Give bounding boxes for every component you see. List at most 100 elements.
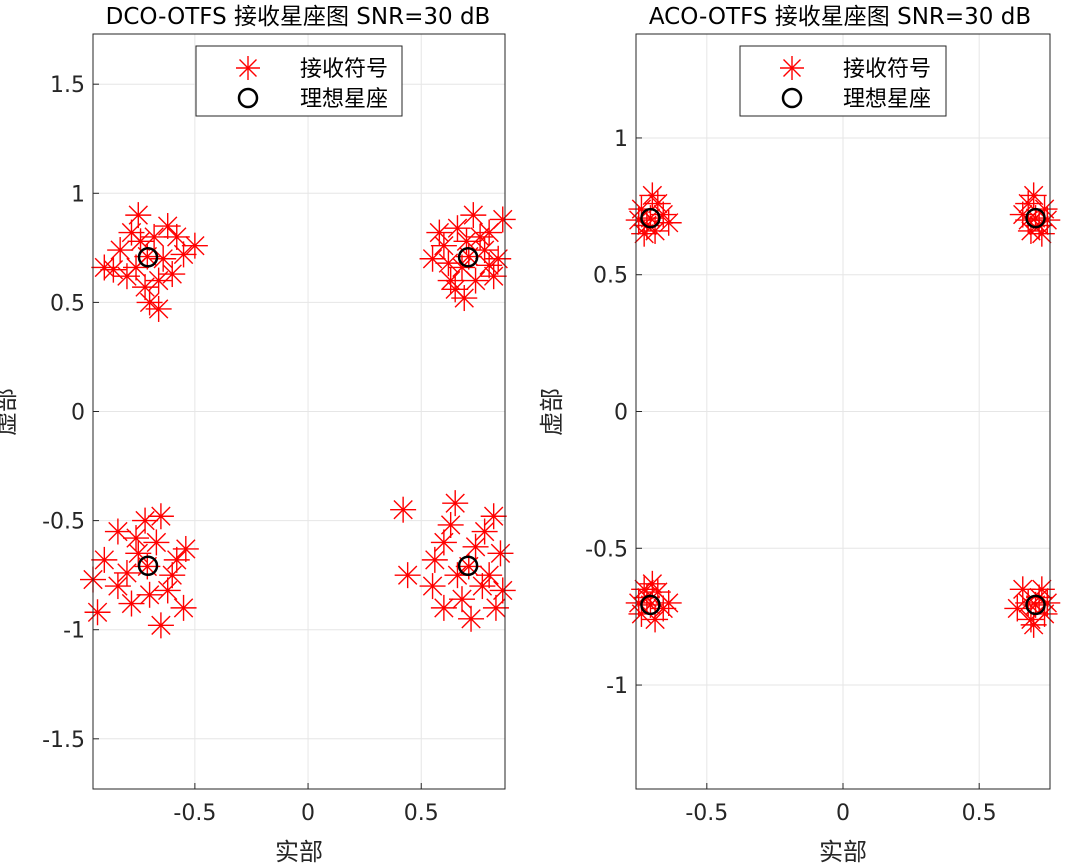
received-symbol-point <box>437 511 464 538</box>
received-symbol-point <box>1020 611 1047 638</box>
received-symbol-point <box>467 223 494 250</box>
y-tick-label: -0.5 <box>42 510 85 535</box>
received-symbol-point <box>625 207 652 234</box>
chart-panel-aco: -0.5 0 0.5 -1 -0.5 0 0.5 1 ACO-OTFS 接收星座图 SNR=… <box>538 4 1061 866</box>
y-axis-label-dco: 虚部 <box>0 388 20 436</box>
received-symbol-point <box>390 496 417 523</box>
received-symbol-point <box>132 274 159 301</box>
ideal-constellation-point <box>640 207 661 229</box>
received-symbol-point <box>421 546 448 573</box>
received-symbol-point <box>476 252 503 279</box>
received-symbol-point <box>462 267 489 294</box>
x-tick-label: 0 <box>836 801 850 826</box>
received-symbol-point <box>469 573 496 600</box>
received-symbol-point <box>147 503 174 530</box>
ideal-constellation-point <box>457 555 479 577</box>
legend-label-ideal-dco: 理想星座 <box>300 87 388 112</box>
y-tick-label: -1.5 <box>42 728 85 753</box>
legend-circle-icon <box>237 87 259 109</box>
x-axis-label-aco: 实部 <box>819 838 867 866</box>
y-tick-label: 0.5 <box>50 291 85 316</box>
received-symbol-point <box>107 237 134 264</box>
ideal-constellation-point <box>137 246 159 268</box>
received-symbol-point <box>442 276 469 303</box>
received-symbol-point <box>442 490 469 517</box>
received-symbol-point <box>426 219 453 246</box>
ideal-constellation-point <box>137 555 159 577</box>
received-symbol-point <box>143 529 170 556</box>
received-symbol-point <box>159 261 186 288</box>
received-symbol-point <box>163 546 190 573</box>
y-tick-label: -0.5 <box>585 537 628 562</box>
received-symbol-point <box>147 612 174 639</box>
received-symbol-point <box>476 562 503 589</box>
y-tick-label: -1 <box>63 619 85 644</box>
received-symbol-point <box>125 540 152 567</box>
received-symbol-point <box>458 605 485 632</box>
x-tick-label: -0.5 <box>685 801 728 826</box>
received-symbol-point <box>170 594 197 621</box>
received-symbol-point <box>453 228 480 255</box>
x-tick-label: 0 <box>301 801 315 826</box>
y-tick-label: 0.5 <box>593 264 628 289</box>
grid-aco <box>636 34 1050 789</box>
received-symbol-point <box>394 562 421 589</box>
legend-asterisk-mark <box>780 56 804 80</box>
received-symbol-point <box>104 518 131 545</box>
chart-panel-dco: -0.5 0 0.5 -1.5 -1 -0.5 0 0.5 1 1.5 DCO-OTFS 接收星… <box>0 4 516 866</box>
x-axis-label-dco: 实部 <box>275 838 323 866</box>
ideal-constellation-point <box>1025 594 1046 616</box>
received-symbol-point <box>639 182 666 209</box>
received-symbol-point <box>154 577 181 604</box>
markers-dco <box>80 202 516 639</box>
received-symbol-point <box>163 223 190 250</box>
received-symbol-point <box>487 540 514 567</box>
received-symbol-point <box>471 518 498 545</box>
legend-dco: 接收符号 理想星座 <box>195 45 403 117</box>
received-symbol-point <box>84 599 111 626</box>
received-symbol-point <box>419 573 446 600</box>
received-symbol-point <box>462 533 489 560</box>
ideal-constellation-point <box>457 246 479 268</box>
markers-aco <box>625 182 1061 638</box>
ideal-constellation-point <box>640 594 661 616</box>
received-symbol-point <box>125 202 152 229</box>
received-symbol-point <box>460 202 487 229</box>
y-tick-label: 1.5 <box>50 73 85 98</box>
y-ticks-dco: -1.5 -1 -0.5 0 0.5 1 1.5 <box>42 73 99 753</box>
chart-title-dco: DCO-OTFS 接收星座图 SNR=30 dB <box>106 4 491 30</box>
received-symbol-point <box>123 254 150 281</box>
received-symbol-point <box>650 201 677 228</box>
y-ticks-aco: -1 -0.5 0 0.5 1 <box>585 127 642 699</box>
received-symbol-point <box>1020 182 1047 209</box>
legend-asterisk-icon <box>236 56 260 80</box>
received-symbol-point <box>145 295 172 322</box>
received-symbol-point <box>136 581 163 608</box>
received-symbol-point <box>104 573 131 600</box>
legend-label-received-dco: 接收符号 <box>300 57 388 82</box>
y-tick-label: 1 <box>71 182 85 207</box>
received-symbol-point <box>489 577 516 604</box>
received-symbol-point <box>159 562 186 589</box>
legend-label-ideal-aco: 理想星座 <box>843 87 931 112</box>
y-tick-label: -1 <box>606 674 628 699</box>
chart-title-aco: ACO-OTFS 接收星座图 SNR=30 dB <box>649 4 1031 30</box>
received-symbol-point <box>123 525 150 552</box>
received-symbol-point <box>91 546 118 573</box>
received-symbol-point <box>435 250 462 277</box>
received-symbol-point <box>419 245 446 272</box>
x-ticks-aco: -0.5 0 0.5 <box>685 783 997 826</box>
x-tick-label: 0.5 <box>962 801 997 826</box>
legend-aco: 接收符号 理想星座 <box>739 45 947 117</box>
received-symbol-point <box>448 586 475 613</box>
y-tick-label: 0 <box>71 401 85 426</box>
received-symbol-point <box>113 559 140 586</box>
x-ticks-dco: -0.5 0 0.5 <box>173 783 439 826</box>
y-axis-label-aco: 虚部 <box>538 388 566 436</box>
ideal-constellation-point <box>1025 207 1046 229</box>
legend-asterisk-icon <box>780 56 804 80</box>
legend-label-received-aco: 接收符号 <box>843 57 931 82</box>
received-symbol-point <box>430 594 457 621</box>
received-symbol-point <box>655 209 682 236</box>
